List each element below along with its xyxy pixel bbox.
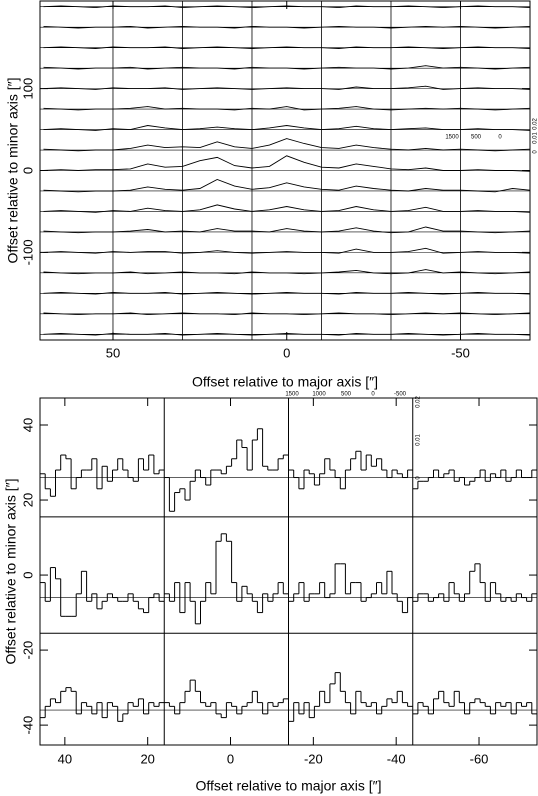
- spectrum-line: [43, 247, 531, 254]
- x-tick-label: 20: [140, 751, 154, 766]
- inset-amplitude-label: 0.02: [533, 118, 538, 130]
- spectrum-line: [43, 179, 531, 193]
- x-tick-label: -40: [387, 751, 406, 766]
- spectrum-line: [43, 106, 531, 111]
- spectrum-line: [43, 155, 531, 172]
- y-tick-label: 100: [20, 78, 35, 100]
- inset-amplitude-label: 0.02: [416, 396, 422, 408]
- step-riser: [293, 672, 409, 722]
- spectrum-line: [43, 65, 531, 70]
- step-riser: [168, 680, 284, 718]
- step-riser: [168, 428, 284, 512]
- y-tick-label: 20: [20, 493, 35, 507]
- spectrum-line: [43, 125, 531, 131]
- step-riser: [44, 687, 160, 722]
- spectrum-line: [43, 332, 531, 336]
- spectrum-line: [43, 312, 531, 316]
- inset-velocity-label: 500: [471, 135, 482, 141]
- x-tick-label: 0: [227, 751, 234, 766]
- x-tick-label: -20: [304, 751, 323, 766]
- spectrum-line: [43, 25, 531, 29]
- step-riser: [417, 563, 533, 602]
- y-axis-label: Offset relative to minor axis [″]: [3, 479, 19, 665]
- y-tick-label: 0: [20, 167, 35, 174]
- spectrum-line: [43, 204, 531, 213]
- y-tick-label: 40: [20, 418, 35, 432]
- inset-velocity-label: 1500: [445, 135, 459, 141]
- x-tick-label: -60: [470, 751, 489, 766]
- inset-velocity-label: 0: [371, 392, 375, 398]
- x-tick-label: 50: [106, 345, 120, 360]
- spectrum-line: [43, 292, 531, 295]
- x-tick-label: 40: [58, 751, 72, 766]
- y-tick-label: -100: [20, 239, 35, 265]
- inset-velocity-label: 1500: [285, 392, 299, 398]
- step-riser: [417, 691, 533, 714]
- y-tick-label: -40: [20, 716, 35, 735]
- x-tick-label: -50: [451, 345, 470, 360]
- step-riser: [417, 470, 533, 489]
- inset-velocity-label: 1000: [312, 392, 326, 398]
- step-riser: [168, 533, 284, 624]
- step-riser: [44, 455, 160, 497]
- spectrum-line: [43, 269, 531, 275]
- inset-amplitude-label: 0: [533, 150, 538, 154]
- inset-amplitude-label: 0.01: [533, 132, 538, 144]
- inset-velocity-label: -500: [394, 392, 407, 398]
- y-tick-label: 0: [20, 571, 35, 578]
- step-riser: [293, 451, 409, 489]
- y-tick-label: -20: [20, 641, 35, 660]
- y-axis-label: Offset relative to minor axis [″]: [5, 78, 21, 264]
- spectrum-line: [43, 46, 531, 49]
- inset-velocity-label: 0: [498, 135, 502, 141]
- inset-amplitude-label: 0.01: [416, 434, 422, 446]
- x-tick-label: 0: [283, 345, 290, 360]
- spectrum-line: [43, 85, 531, 90]
- x-axis-label: Offset relative to major axis [″]: [196, 778, 382, 794]
- x-axis-label: Offset relative to major axis [″]: [192, 374, 378, 390]
- spectrum-line: [43, 138, 531, 152]
- inset-velocity-label: 500: [341, 392, 352, 398]
- spectrum-line: [43, 5, 531, 9]
- spectrum-line: [43, 226, 531, 234]
